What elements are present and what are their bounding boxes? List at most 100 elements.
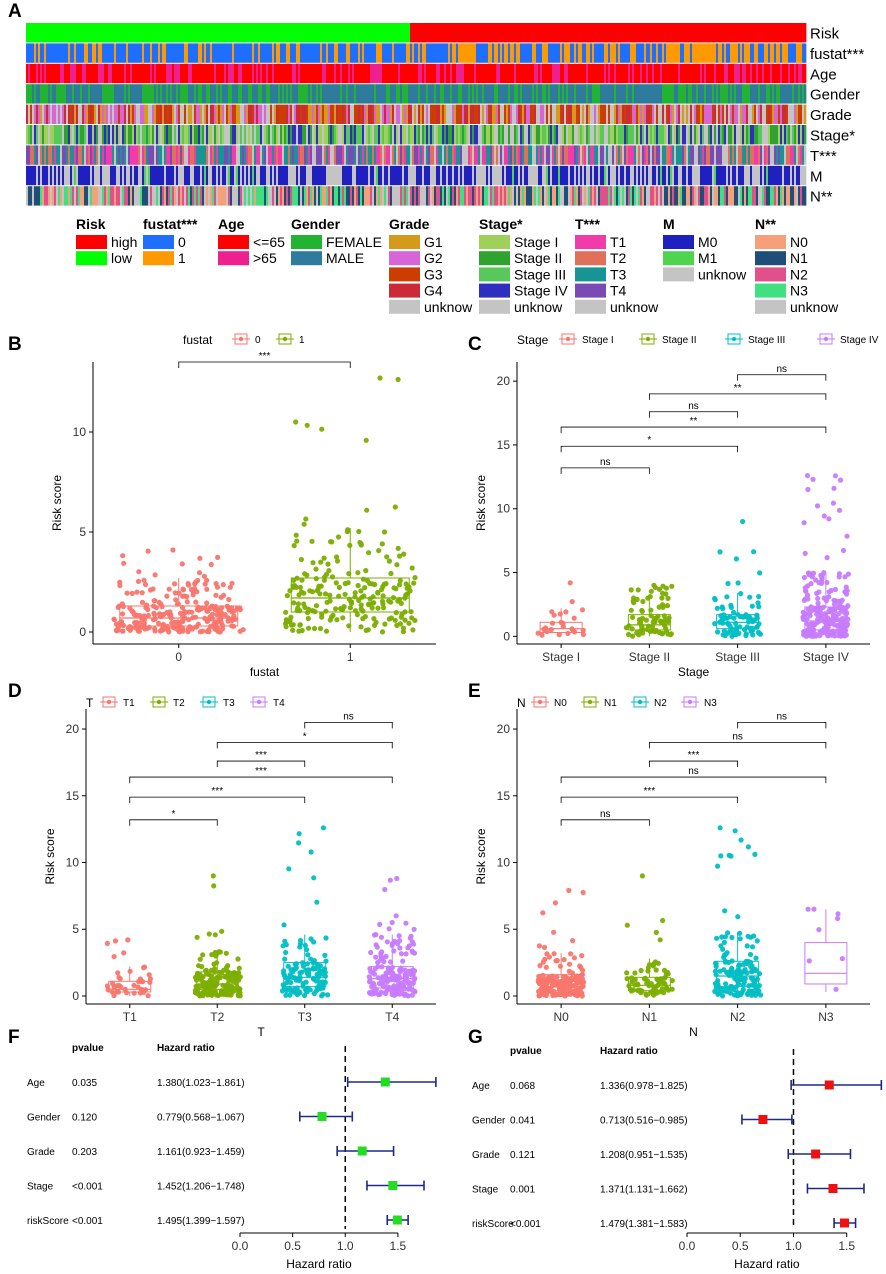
heatmap-cell xyxy=(428,104,431,124)
data-point xyxy=(651,961,657,967)
heatmap-cell xyxy=(344,125,347,145)
heatmap-cell xyxy=(784,186,787,206)
heatmap-cell xyxy=(492,186,495,206)
heatmap-cell xyxy=(564,186,569,206)
heatmap-cell xyxy=(508,145,511,165)
significance-label: ns xyxy=(732,731,743,742)
significance-bracket: ** xyxy=(560,416,827,434)
data-point xyxy=(828,632,834,638)
heatmap-cell xyxy=(386,186,389,206)
heatmap-cell xyxy=(634,186,637,206)
data-point xyxy=(535,630,541,636)
y-axis-title: Risk score xyxy=(474,475,488,531)
data-point xyxy=(568,951,574,957)
heatmap-cell xyxy=(392,125,395,145)
heatmap-cell xyxy=(364,43,377,63)
heatmap-cell xyxy=(26,104,29,124)
heatmap-row xyxy=(26,43,807,63)
legend-label: N0 xyxy=(554,698,567,709)
heatmap-cell xyxy=(40,125,43,145)
heatmap-cell xyxy=(376,186,379,206)
data-point xyxy=(227,584,233,590)
heatmap-cell xyxy=(174,125,177,145)
data-point xyxy=(224,991,230,997)
heatmap-cell xyxy=(116,186,121,206)
heatmap-cell xyxy=(352,125,355,145)
data-point xyxy=(541,977,547,983)
heatmap-cell xyxy=(422,63,425,84)
data-point xyxy=(634,596,640,603)
heatmap-cell xyxy=(146,125,149,145)
heatmap-cell xyxy=(636,104,639,124)
heatmap-cell xyxy=(374,104,377,124)
heatmap-cell xyxy=(604,125,609,145)
heatmap-cell xyxy=(326,145,329,165)
heatmap-cell xyxy=(592,43,595,63)
data-point xyxy=(394,875,400,882)
heatmap-cell xyxy=(464,104,469,124)
heatmap-cell xyxy=(430,104,437,124)
data-point xyxy=(411,580,417,586)
heatmap-cell xyxy=(522,104,525,124)
heatmap-cell xyxy=(312,84,317,104)
heatmap-cell xyxy=(230,165,235,186)
data-point xyxy=(398,951,404,957)
heatmap-cell xyxy=(30,63,37,84)
data-point xyxy=(193,977,200,983)
data-point xyxy=(805,906,811,912)
heatmap-cell xyxy=(776,186,779,206)
heatmap-cell xyxy=(208,145,211,165)
heatmap-cell xyxy=(796,145,799,165)
heatmap-cell xyxy=(774,43,777,63)
significance-label: *** xyxy=(211,786,223,797)
heatmap-cell xyxy=(616,165,619,186)
heatmap-cell xyxy=(158,125,161,145)
heatmap-cell xyxy=(190,165,195,186)
x-tick-label: N0 xyxy=(553,1010,569,1024)
data-point xyxy=(721,628,728,634)
data-point xyxy=(581,979,587,985)
data-point xyxy=(392,977,398,983)
bracket-line xyxy=(560,445,739,453)
heatmap-cell xyxy=(762,104,767,124)
heatmap-cell xyxy=(730,43,739,63)
heatmap-cell xyxy=(632,186,635,206)
heatmap-cell xyxy=(418,84,421,104)
heatmap-cell xyxy=(742,43,745,63)
heatmap-cell xyxy=(418,43,421,63)
data-point xyxy=(725,580,731,587)
row-hazard-ratio: 0.779(0.568−1.067) xyxy=(157,1113,245,1124)
bracket-line xyxy=(216,741,393,749)
heatmap-cell xyxy=(252,125,255,145)
heatmap-cell xyxy=(666,125,669,145)
y-tick-label: 10 xyxy=(497,502,511,516)
heatmap-cell xyxy=(198,125,201,145)
heatmap-cell xyxy=(732,145,735,165)
legend-label: T1 xyxy=(610,234,627,250)
heatmap-cell xyxy=(266,125,269,145)
heatmap-cell xyxy=(412,104,415,124)
heatmap-cell xyxy=(338,43,347,63)
heatmap-cell xyxy=(452,145,455,165)
heatmap-cell xyxy=(730,104,733,124)
heatmap-cell xyxy=(704,145,707,165)
heatmap-cell xyxy=(448,165,453,186)
heatmap-cell xyxy=(652,165,657,186)
significance-bracket: *** xyxy=(129,766,393,784)
data-point xyxy=(134,589,140,595)
data-point xyxy=(392,504,398,510)
data-point xyxy=(749,992,755,998)
heatmap-cell xyxy=(122,145,125,165)
heatmap-cell xyxy=(522,145,525,165)
heatmap-cell xyxy=(616,104,619,124)
heatmap-cell xyxy=(344,104,347,124)
heatmap-cell xyxy=(422,165,425,186)
row-pvalue: 0.068 xyxy=(510,1081,535,1092)
heatmap-cell xyxy=(368,104,373,124)
heatmap-cell xyxy=(254,43,259,63)
heatmap-cell xyxy=(574,186,577,206)
heatmap-cell xyxy=(776,43,781,63)
heatmap-cell xyxy=(276,104,279,124)
data-point xyxy=(294,538,300,544)
heatmap-cell xyxy=(510,125,515,145)
